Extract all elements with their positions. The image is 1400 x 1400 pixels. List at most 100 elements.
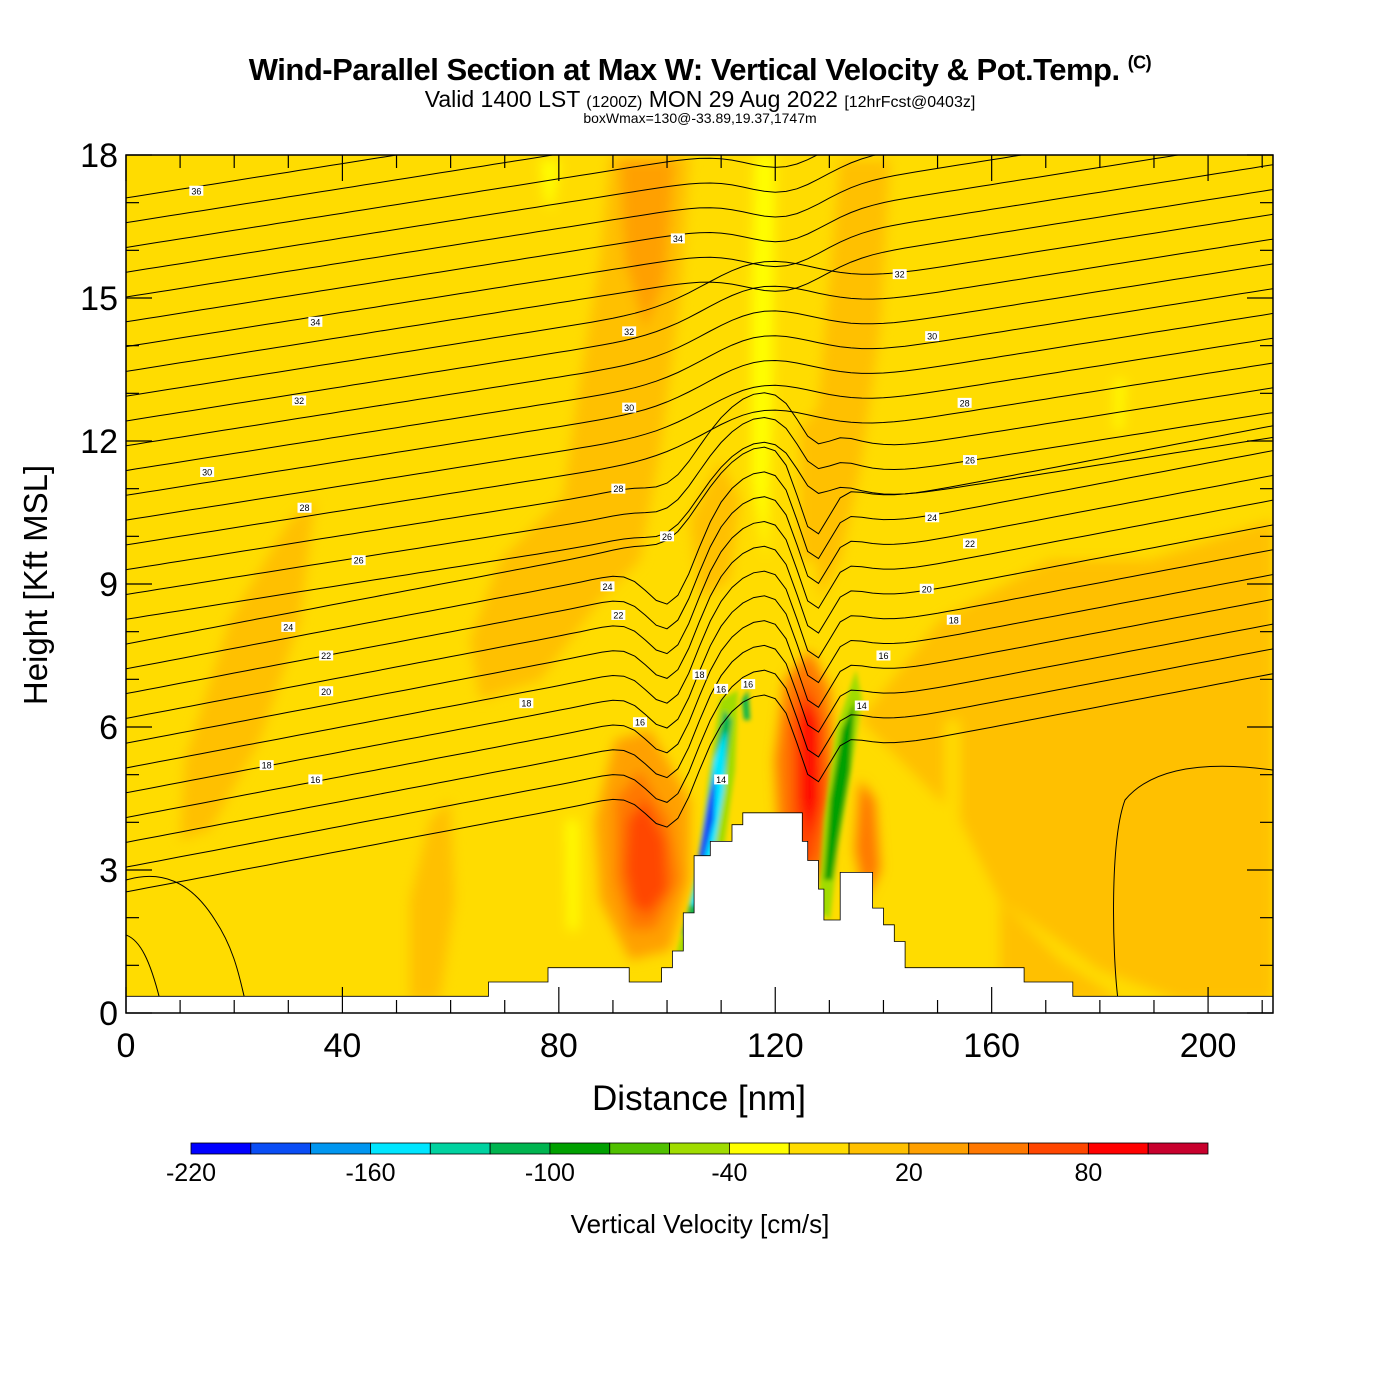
x-tick-label: 0 <box>117 1027 136 1065</box>
theta-contour-line <box>126 474 1273 695</box>
contour-label: 22 <box>611 609 626 620</box>
contour-label: 18 <box>692 669 707 680</box>
right-downdraft <box>742 670 862 920</box>
contour-label: 28 <box>957 397 972 408</box>
colorbar-swatch <box>848 1142 910 1155</box>
colorbar-swatch <box>310 1142 371 1155</box>
contour-label: 18 <box>946 614 961 625</box>
left-downdraft <box>675 690 738 960</box>
svg-text:22: 22 <box>965 539 975 549</box>
contour-label: 32 <box>622 326 637 337</box>
svg-text:32: 32 <box>895 270 905 280</box>
contour-label: 14 <box>854 700 869 711</box>
colorbar-swatch <box>190 1142 252 1155</box>
colorbar-swatch <box>1028 1142 1089 1155</box>
x-tick-label: 40 <box>324 1027 362 1065</box>
theta-contour-line <box>126 875 246 1001</box>
copyright-mark: (C) <box>1127 52 1152 73</box>
colorbar-tick-label: 80 <box>1074 1159 1102 1187</box>
colorbar-swatch <box>250 1142 312 1155</box>
colorbar <box>190 1142 1209 1155</box>
svg-text:16: 16 <box>716 684 726 694</box>
theta-contours <box>126 155 1273 1001</box>
contour-labels: 36 34 32 34 32 30 32 30 28 30 28 26 28 26 24 26 22 24 20 24… <box>189 185 978 785</box>
y-tick-label: 12 <box>80 423 118 461</box>
chart-title: Wind-Parallel Section at Max W: Vertical… <box>248 52 1152 87</box>
theta-contour-line <box>126 934 161 1001</box>
x-axis-label: Distance [nm] <box>592 1079 806 1118</box>
chart-subtitle: Valid 1400 LST (1200Z) MON 29 Aug 2022 [… <box>424 86 976 112</box>
colorbar-swatch <box>1147 1142 1209 1155</box>
contour-label: 26 <box>351 555 366 566</box>
contour-label: 32 <box>292 395 307 406</box>
svg-text:16: 16 <box>878 651 888 661</box>
colorbar-swatch <box>908 1142 970 1155</box>
contour-label: 26 <box>963 455 978 466</box>
theta-contour-line <box>126 164 1273 348</box>
x-tick-label: 160 <box>963 1027 1020 1065</box>
contour-label: 36 <box>189 185 204 196</box>
contour-label: 16 <box>714 683 729 694</box>
colorbar-swatch <box>669 1142 730 1155</box>
y-tick-label: 0 <box>99 995 118 1033</box>
theta-contour-line <box>126 238 1273 422</box>
x-tick-label: 120 <box>747 1027 804 1065</box>
theta-contour-line <box>126 155 1025 298</box>
y-tick-label: 9 <box>99 566 118 604</box>
svg-text:16: 16 <box>743 680 753 690</box>
contour-label: 32 <box>892 269 907 280</box>
svg-text:28: 28 <box>960 398 970 408</box>
theta-contour-line <box>126 648 1273 868</box>
colorbar-swatch <box>788 1142 850 1155</box>
y-tick-label: 3 <box>99 852 118 890</box>
theta-contour-line <box>126 425 1273 645</box>
theta-contour-line <box>126 155 819 248</box>
theta-contour-line <box>126 155 400 199</box>
svg-text:32: 32 <box>294 396 304 406</box>
colorbar-swatch <box>968 1142 1029 1155</box>
theta-contour-line <box>126 213 1273 397</box>
contour-label: 30 <box>622 402 637 413</box>
theta-contour-line <box>126 155 556 224</box>
contour-label: 24 <box>281 621 296 632</box>
contour-label: 34 <box>670 233 685 244</box>
svg-text:30: 30 <box>624 403 634 413</box>
svg-text:22: 22 <box>613 610 623 620</box>
orange-bands <box>180 155 1273 1000</box>
svg-text:34: 34 <box>310 317 320 327</box>
contour-label: 16 <box>632 717 647 728</box>
colorbar-swatch <box>1087 1142 1149 1155</box>
axis-ticks <box>125 154 1273 1014</box>
svg-text:18: 18 <box>949 615 959 625</box>
contour-label: 22 <box>319 650 334 661</box>
theta-contour-line <box>126 263 1273 447</box>
y-tick-label: 18 <box>80 137 118 175</box>
svg-text:16: 16 <box>635 718 645 728</box>
theta-contour-line <box>126 673 1273 893</box>
svg-text:28: 28 <box>613 484 623 494</box>
contour-label: 18 <box>519 698 534 709</box>
contour-label: 34 <box>308 316 323 327</box>
contour-label: 26 <box>660 531 675 542</box>
theta-contour-line <box>126 312 1273 496</box>
contour-label: 24 <box>925 512 940 523</box>
theta-contour-line <box>126 549 1273 769</box>
contour-label: 16 <box>876 650 891 661</box>
colorbar-swatch <box>429 1142 491 1155</box>
svg-text:24: 24 <box>283 622 293 632</box>
theta-contour-line <box>126 387 1273 571</box>
svg-text:24: 24 <box>927 513 937 523</box>
contour-label: 24 <box>600 581 615 592</box>
contour-label: 20 <box>919 583 934 594</box>
svg-text:24: 24 <box>603 582 613 592</box>
theta-contour-line <box>126 362 1273 546</box>
svg-text:20: 20 <box>321 687 331 697</box>
y-tick-label: 15 <box>80 280 118 318</box>
svg-text:18: 18 <box>262 761 272 771</box>
contour-label: 28 <box>611 483 626 494</box>
y-tick-label: 6 <box>99 709 118 747</box>
theta-contour-line <box>126 155 878 273</box>
svg-text:36: 36 <box>191 186 201 196</box>
colorbar-swatch <box>489 1142 551 1155</box>
